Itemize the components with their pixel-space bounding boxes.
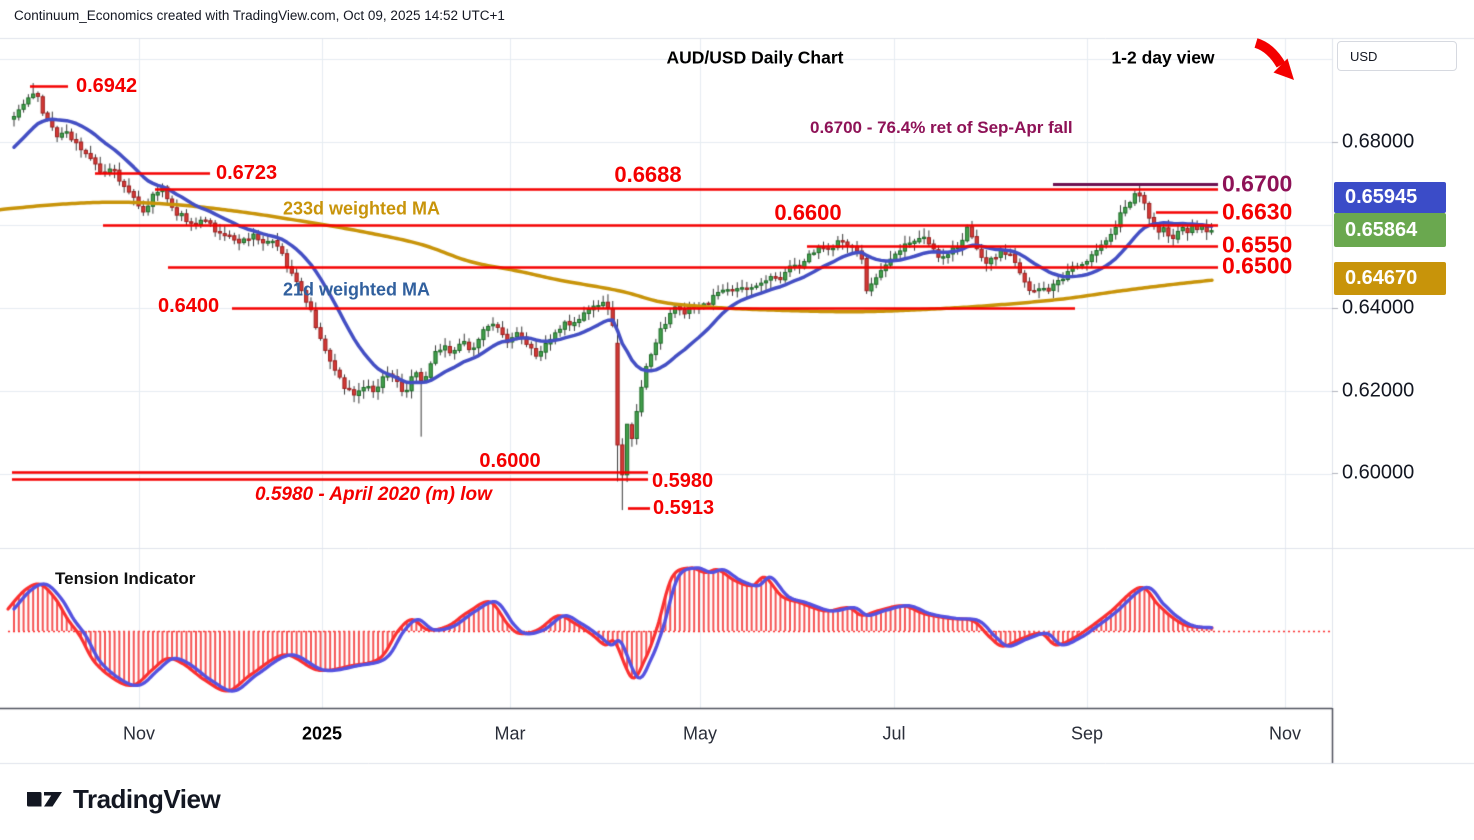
down-right-arrow-icon xyxy=(1254,38,1294,80)
price-axis-label: 0.60000 xyxy=(1342,461,1415,484)
price-level-label: 0.6000 xyxy=(479,450,541,472)
price-level-label: 0.6723 xyxy=(216,162,278,184)
price-level-label: 0.5980 xyxy=(652,470,714,492)
price-level-label: 0.6942 xyxy=(76,75,138,97)
time-axis-label: Mar xyxy=(494,723,526,744)
price-level-label: 0.6550 xyxy=(1222,231,1293,258)
price-level-label: 0.6630 xyxy=(1222,198,1293,225)
time-axis-label: Jul xyxy=(882,723,906,744)
tradingview-logo-icon xyxy=(27,791,62,806)
time-axis-label: Nov xyxy=(1268,723,1302,744)
ma21-label: 21d weighted MA xyxy=(283,279,431,300)
price-badge: 0.65864 xyxy=(1334,213,1446,247)
time-axis-label: Sep xyxy=(1070,723,1104,744)
price-axis-label: 0.64000 xyxy=(1342,296,1415,319)
tradingview-brand-text: TradingView xyxy=(73,784,221,814)
time-axis-label: Nov xyxy=(122,723,156,744)
april-low-note: 0.5980 - April 2020 (m) low xyxy=(255,484,492,505)
ma233-label: 233d weighted MA xyxy=(283,198,441,219)
price-axis-label: 0.62000 xyxy=(1342,379,1415,402)
time-axis-label: May xyxy=(682,723,718,744)
time-axis-label: 2025 xyxy=(301,723,343,744)
view-note: 1-2 day view xyxy=(1111,47,1215,68)
tension-indicator-label: Tension Indicator xyxy=(55,569,196,588)
price-badge: 0.64670 xyxy=(1334,262,1446,295)
price-level-label: 0.6688 xyxy=(614,162,682,187)
price-level-label: 0.6600 xyxy=(774,200,842,225)
price-level-label: 0.5913 xyxy=(653,497,715,519)
retracement-note: 0.6700 - 76.4% ret of Sep-Apr fall xyxy=(810,118,1073,137)
chart-title: AUD/USD Daily Chart xyxy=(666,47,844,68)
price-level-label: 0.6400 xyxy=(158,295,220,317)
price-badge: 0.65945 xyxy=(1334,182,1446,213)
currency-selector[interactable]: USD xyxy=(1337,41,1457,71)
attribution-text: Continuum_Economics created with Trading… xyxy=(14,8,505,23)
footer-brand: TradingView xyxy=(26,784,221,815)
price-level-label: 0.6700 xyxy=(1222,170,1293,197)
price-level-label: 0.6500 xyxy=(1222,252,1293,279)
price-axis-label: 0.68000 xyxy=(1342,130,1415,153)
